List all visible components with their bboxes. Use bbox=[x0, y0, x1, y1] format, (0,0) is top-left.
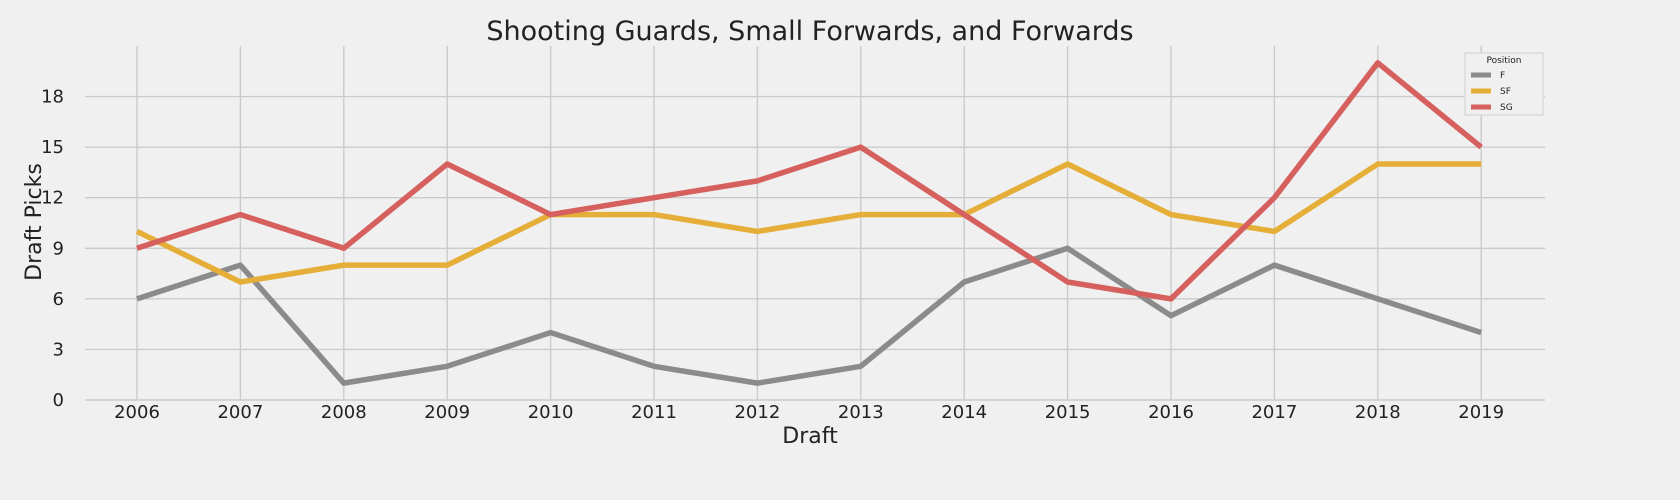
y-tick-label: 12 bbox=[41, 188, 64, 209]
y-tick-label: 18 bbox=[41, 87, 64, 108]
x-tick-label: 2011 bbox=[631, 402, 677, 423]
x-tick-label: 2013 bbox=[838, 402, 884, 423]
y-tick-label: 15 bbox=[41, 137, 64, 158]
x-tick-label: 2010 bbox=[528, 402, 574, 423]
x-axis-title: Draft bbox=[782, 424, 838, 449]
x-tick-label: 2006 bbox=[114, 402, 160, 423]
legend-entries: F SF SG bbox=[1471, 71, 1513, 113]
legend-title: Position bbox=[1486, 56, 1521, 66]
x-tick-label: 2015 bbox=[1045, 402, 1091, 423]
x-tick-label: 2014 bbox=[941, 402, 987, 423]
legend-label-sf: SF bbox=[1500, 87, 1511, 97]
axis-layer: 0 3 6 9 12 15 18 2006 2007 2008 2009 2010 2011 2012 20… bbox=[41, 87, 1504, 423]
series-line-sf bbox=[135, 161, 1482, 285]
series-layer bbox=[135, 60, 1483, 386]
legend-label-f: F bbox=[1500, 71, 1505, 81]
x-tick-label: 2007 bbox=[217, 402, 263, 423]
series-line-sg bbox=[136, 60, 1483, 302]
y-axis-title: Draft Picks bbox=[22, 163, 47, 281]
chart-title: Shooting Guards, Small Forwards, and For… bbox=[486, 16, 1133, 47]
y-tick-label: 3 bbox=[53, 339, 64, 360]
y-tick-label: 0 bbox=[53, 390, 64, 411]
legend-label-sg: SG bbox=[1500, 103, 1513, 113]
series-line-f bbox=[136, 245, 1483, 386]
x-tick-label: 2017 bbox=[1251, 402, 1297, 423]
x-tick-label: 2019 bbox=[1458, 402, 1504, 423]
grid-layer bbox=[85, 46, 1545, 401]
x-tick-label: 2016 bbox=[1148, 402, 1194, 423]
y-tick-label: 6 bbox=[53, 289, 64, 310]
x-tick-label: 2008 bbox=[321, 402, 367, 423]
x-tick-label: 2009 bbox=[424, 402, 470, 423]
x-tick-label: 2018 bbox=[1355, 402, 1401, 423]
y-tick-label: 9 bbox=[53, 238, 64, 259]
legend: Position F SF SG bbox=[1464, 52, 1544, 116]
x-tick-label: 2012 bbox=[734, 402, 780, 423]
